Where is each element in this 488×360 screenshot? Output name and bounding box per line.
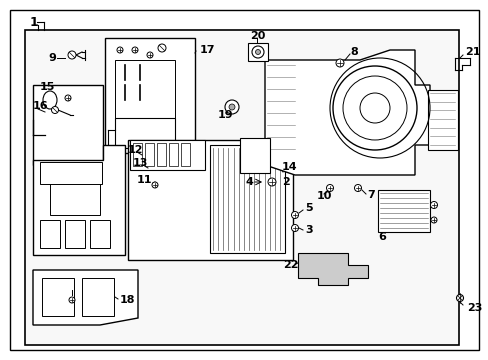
Bar [209, 145, 285, 253]
Polygon shape [33, 145, 125, 255]
Circle shape [251, 46, 264, 58]
Text: 16: 16 [33, 101, 48, 111]
Circle shape [342, 76, 406, 140]
Text: 11: 11 [137, 175, 152, 185]
Text: 21: 21 [464, 47, 480, 57]
Text: 23: 23 [466, 303, 481, 313]
Bar [145, 143, 154, 166]
Text: 4: 4 [244, 177, 252, 187]
Circle shape [335, 59, 343, 67]
Bar [169, 143, 178, 166]
Circle shape [332, 66, 416, 150]
Circle shape [69, 297, 75, 303]
Text: 6: 6 [377, 232, 385, 242]
Bar [157, 143, 165, 166]
Circle shape [430, 217, 436, 223]
Circle shape [429, 202, 437, 208]
Circle shape [224, 100, 239, 114]
Bar [82, 278, 114, 316]
Circle shape [291, 212, 298, 219]
Text: 22: 22 [283, 260, 298, 270]
Bar [33, 85, 103, 165]
Bar [247, 43, 267, 61]
Circle shape [132, 47, 138, 53]
Text: 10: 10 [316, 191, 332, 201]
Bar [427, 90, 457, 150]
Circle shape [65, 95, 71, 101]
Circle shape [326, 185, 333, 192]
Text: 3: 3 [305, 225, 312, 235]
Text: 8: 8 [349, 47, 357, 57]
Circle shape [359, 93, 389, 123]
Circle shape [291, 225, 298, 231]
Text: 9: 9 [48, 53, 56, 63]
Text: 2: 2 [282, 177, 289, 187]
Text: 7: 7 [366, 190, 374, 200]
Text: 12: 12 [128, 145, 143, 155]
Bar [115, 60, 175, 130]
Ellipse shape [43, 91, 57, 109]
Bar [115, 118, 175, 148]
Circle shape [267, 178, 275, 186]
Bar [40, 220, 60, 248]
Polygon shape [264, 50, 429, 175]
Polygon shape [33, 270, 138, 325]
Circle shape [51, 107, 59, 113]
Circle shape [228, 104, 235, 110]
Text: 14: 14 [282, 162, 297, 172]
Bar [377, 190, 429, 232]
Bar [181, 143, 190, 166]
Circle shape [152, 182, 158, 188]
Circle shape [255, 50, 260, 54]
Bar [240, 138, 269, 173]
Circle shape [456, 294, 463, 302]
Text: 19: 19 [218, 110, 233, 120]
Text: 1: 1 [30, 15, 39, 28]
Text: 18: 18 [120, 295, 135, 305]
Polygon shape [297, 253, 367, 285]
Text: 20: 20 [249, 31, 265, 41]
Text: 13: 13 [133, 158, 148, 168]
Bar [65, 220, 85, 248]
Text: 15: 15 [40, 82, 55, 92]
Bar [105, 38, 195, 153]
Bar [130, 140, 204, 170]
Bar [128, 140, 292, 260]
Text: 17: 17 [200, 45, 215, 55]
Bar [133, 143, 142, 166]
Bar [40, 162, 102, 184]
Circle shape [68, 51, 76, 59]
Circle shape [147, 52, 153, 58]
Text: 5: 5 [305, 203, 312, 213]
Circle shape [354, 185, 361, 192]
Bar [42, 278, 74, 316]
Bar [50, 165, 100, 215]
Bar [90, 220, 110, 248]
Circle shape [158, 44, 165, 52]
Bar [25, 30, 458, 345]
Circle shape [117, 47, 123, 53]
